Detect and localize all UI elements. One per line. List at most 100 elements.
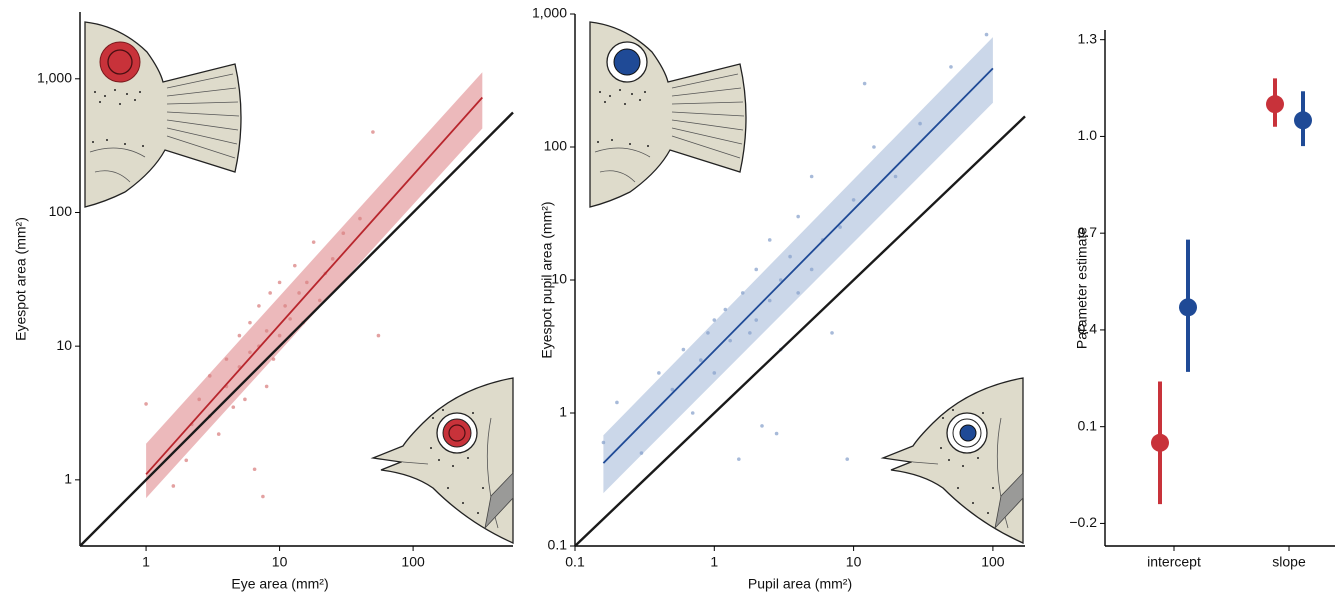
data-point	[341, 231, 346, 235]
data-point	[767, 298, 772, 303]
data-point	[774, 431, 779, 436]
y-tick-label: 1	[64, 471, 72, 487]
data-point	[639, 451, 644, 455]
data-point	[657, 371, 661, 375]
data-point	[297, 291, 301, 295]
data-point	[851, 198, 856, 202]
x-tick-label: 10	[272, 554, 288, 570]
y-tick-label: 0.1	[1078, 417, 1098, 433]
head-fish	[372, 377, 514, 544]
y-tick-label: 10	[551, 271, 567, 287]
head-fish	[882, 377, 1024, 544]
y-tick-label: 0.7	[1078, 224, 1098, 240]
x-tick-label: intercept	[1147, 554, 1201, 570]
eye-iris	[442, 418, 472, 448]
data-point	[737, 457, 741, 461]
data-point	[918, 121, 922, 126]
data-point	[767, 238, 772, 242]
x-tick-label: 1	[142, 554, 150, 570]
data-point	[838, 225, 842, 229]
y-tick-label: −0.2	[1069, 514, 1097, 530]
data-point	[257, 304, 261, 308]
x-tick-label: 100	[981, 554, 1005, 570]
data-point	[288, 317, 292, 321]
data-point	[984, 32, 989, 37]
data-point	[305, 280, 309, 285]
data-point	[754, 267, 759, 272]
x-tick-label: 1	[710, 554, 718, 570]
x-axis-title: Eye area (mm²)	[231, 576, 328, 592]
data-point	[144, 402, 148, 406]
data-point	[760, 424, 764, 428]
data-point	[615, 400, 619, 405]
data-point	[712, 371, 717, 375]
data-point	[601, 440, 606, 445]
data-point	[712, 318, 717, 322]
point-estimate	[1266, 95, 1284, 114]
data-point	[358, 216, 362, 221]
y-tick-label: 0.1	[548, 537, 568, 553]
data-point	[681, 347, 686, 352]
data-point	[699, 358, 703, 362]
data-point	[277, 333, 282, 338]
data-point	[243, 397, 247, 402]
x-tick-label: slope	[1272, 554, 1306, 570]
data-point	[670, 387, 675, 392]
data-point	[796, 214, 800, 219]
data-point	[809, 267, 814, 272]
fit-line	[145, 96, 483, 475]
data-point	[197, 397, 202, 402]
y-tick-label: 1,000	[37, 70, 72, 86]
data-point	[949, 65, 953, 69]
eyespot	[99, 41, 141, 83]
y-tick-label: 1	[559, 404, 567, 420]
x-tick-label: 0.1	[565, 554, 585, 570]
data-point	[317, 298, 322, 303]
point-estimate	[1179, 298, 1197, 317]
eyespot-pupil	[613, 48, 641, 76]
y-tick-label: 10	[56, 337, 72, 353]
data-point	[277, 280, 282, 285]
eye-pupil	[959, 424, 977, 442]
data-point	[252, 467, 257, 472]
data-point	[740, 291, 745, 295]
point-estimate	[1294, 111, 1312, 130]
data-point	[728, 338, 732, 343]
data-point	[237, 333, 242, 338]
data-point	[248, 350, 252, 355]
identity-line	[79, 111, 514, 547]
data-point	[271, 357, 276, 361]
y-axis-title: Eyespot pupil area (mm²)	[539, 201, 555, 358]
data-point	[224, 357, 229, 361]
data-point	[283, 304, 287, 308]
data-point	[809, 174, 814, 179]
data-point	[330, 257, 335, 261]
data-point	[788, 254, 792, 259]
data-point	[264, 329, 269, 333]
y-axis-title: Eyespot area (mm²)	[13, 217, 29, 341]
data-point	[261, 494, 265, 499]
data-point	[248, 320, 252, 325]
data-point	[690, 411, 695, 415]
data-point	[207, 374, 212, 378]
data-point	[311, 240, 316, 244]
data-point	[778, 278, 783, 282]
data-point	[231, 405, 236, 409]
y-axis-title: Parameter estimate	[1074, 227, 1090, 349]
x-tick-label: 100	[401, 554, 425, 570]
data-point	[830, 331, 834, 335]
eyespot-pupil	[107, 49, 133, 75]
identity-line	[574, 115, 1026, 547]
eye-pupil	[448, 424, 466, 442]
data-point	[862, 81, 867, 86]
y-tick-label: 0.4	[1078, 321, 1098, 337]
data-point	[723, 307, 728, 312]
data-point	[293, 263, 297, 268]
fit-line	[602, 67, 994, 464]
data-point	[184, 458, 189, 463]
x-axis-title: Pupil area (mm²)	[748, 576, 852, 592]
data-point	[371, 130, 375, 134]
